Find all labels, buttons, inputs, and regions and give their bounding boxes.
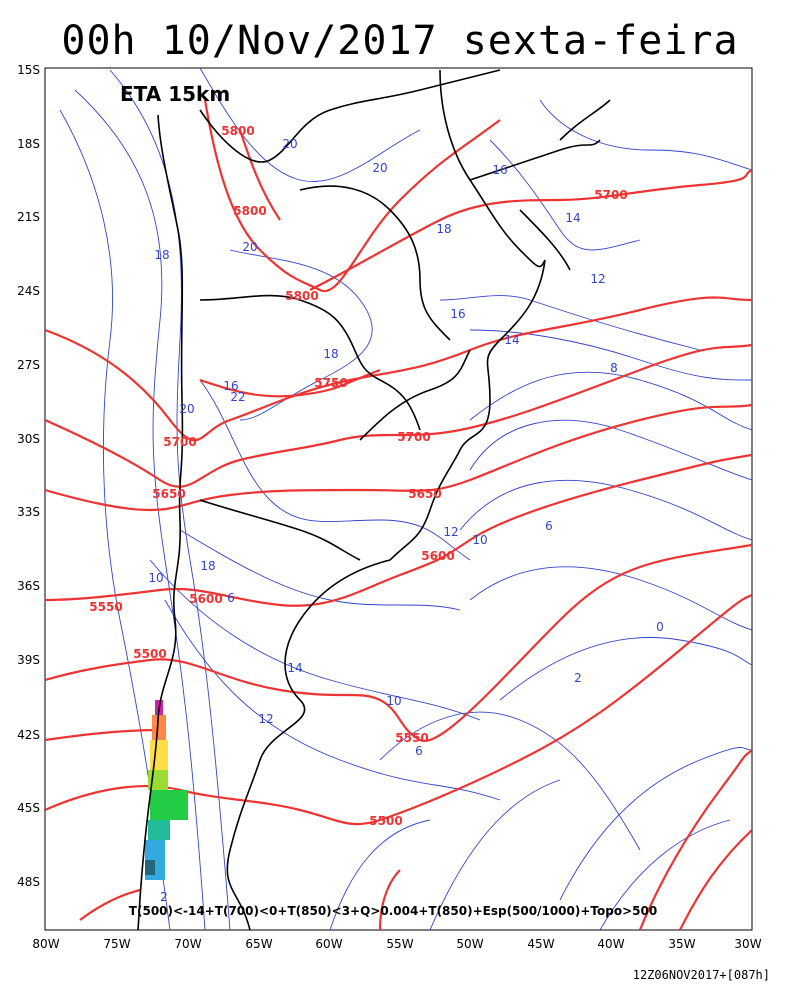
run-timestamp: 12Z06NOV2017+[087h] bbox=[632, 968, 770, 982]
temp-label: 16 bbox=[223, 379, 238, 393]
thickness-label: 5750 bbox=[314, 376, 347, 390]
temp-label: 18 bbox=[436, 222, 451, 236]
lon-label: 30W bbox=[734, 937, 761, 951]
temp-label: 14 bbox=[565, 211, 580, 225]
temp-label: 20 bbox=[372, 161, 387, 175]
thickness-labels: 5800 5800 5800 5700 5750 5700 5700 5650 … bbox=[89, 124, 627, 828]
lon-label: 50W bbox=[456, 937, 483, 951]
temp-label: 14 bbox=[287, 661, 302, 675]
temp-label: 20 bbox=[282, 137, 297, 151]
thickness-label: 5800 bbox=[221, 124, 254, 138]
thickness-label: 5500 bbox=[133, 647, 166, 661]
temp-label: 6 bbox=[415, 744, 423, 758]
thickness-label: 5550 bbox=[89, 600, 122, 614]
lon-label: 55W bbox=[386, 937, 413, 951]
lon-label: 70W bbox=[174, 937, 201, 951]
lon-label: 40W bbox=[597, 937, 624, 951]
lat-label: 18S bbox=[17, 137, 40, 151]
lat-label: 33S bbox=[17, 505, 40, 519]
thickness-label: 5650 bbox=[152, 487, 185, 501]
thickness-label: 5800 bbox=[285, 289, 318, 303]
temp-label: 22 bbox=[230, 390, 245, 404]
longitude-axis: 80W 75W 70W 65W 60W 55W 50W 45W 40W 35W … bbox=[32, 937, 761, 951]
map-title: 00h 10/Nov/2017 sexta-feira bbox=[61, 18, 739, 64]
temperature-isotherms bbox=[59, 68, 752, 930]
thickness-label: 5700 bbox=[163, 435, 196, 449]
temp-label: 10 bbox=[386, 694, 401, 708]
lon-label: 80W bbox=[32, 937, 59, 951]
temp-label: 2 bbox=[574, 671, 582, 685]
lat-label: 24S bbox=[17, 284, 40, 298]
lon-label: 60W bbox=[315, 937, 342, 951]
thickness-label: 5600 bbox=[421, 549, 454, 563]
temp-label: 16 bbox=[450, 307, 465, 321]
thickness-label: 5600 bbox=[189, 592, 222, 606]
thickness-label: 5700 bbox=[594, 188, 627, 202]
temp-label: 16 bbox=[492, 163, 507, 177]
temp-label: 6 bbox=[227, 591, 235, 605]
thickness-label: 5650 bbox=[408, 487, 441, 501]
temp-label: 10 bbox=[148, 571, 163, 585]
temp-label: 14 bbox=[504, 333, 519, 347]
temp-label: 8 bbox=[610, 361, 618, 375]
temp-label: 18 bbox=[323, 347, 338, 361]
lat-label: 15S bbox=[17, 63, 40, 77]
lat-label: 27S bbox=[17, 358, 40, 372]
latitude-axis: 15S 18S 21S 24S 27S 30S 33S 36S 39S 42S … bbox=[17, 63, 40, 889]
lon-label: 75W bbox=[103, 937, 130, 951]
thickness-label: 5700 bbox=[397, 430, 430, 444]
temp-label: 0 bbox=[656, 620, 664, 634]
temp-label: 10 bbox=[472, 533, 487, 547]
lon-label: 65W bbox=[245, 937, 272, 951]
temp-label: 12 bbox=[590, 272, 605, 286]
lon-label: 35W bbox=[668, 937, 695, 951]
temp-label: 2 bbox=[160, 890, 168, 904]
lat-label: 42S bbox=[17, 728, 40, 742]
temp-label: 20 bbox=[242, 240, 257, 254]
thickness-label: 5500 bbox=[369, 814, 402, 828]
temp-label: 18 bbox=[154, 248, 169, 262]
thickness-label: 5800 bbox=[233, 204, 266, 218]
temp-label: 12 bbox=[258, 712, 273, 726]
legend-formula: T(500)<-14+T(700)<0+T(850)<3+Q>0.004+T(8… bbox=[129, 904, 657, 918]
temperature-labels: 20 20 16 14 12 18 18 20 22 20 18 16 14 1… bbox=[148, 137, 663, 904]
temp-label: 18 bbox=[200, 559, 215, 573]
temp-label: 6 bbox=[545, 519, 553, 533]
temp-label: 12 bbox=[443, 525, 458, 539]
lat-label: 21S bbox=[17, 210, 40, 224]
thickness-label: 5550 bbox=[395, 731, 428, 745]
thickness-contours bbox=[45, 99, 752, 930]
lat-label: 36S bbox=[17, 579, 40, 593]
temp-label: 20 bbox=[179, 402, 194, 416]
model-label: ETA 15km bbox=[120, 82, 230, 106]
coastline-borders bbox=[137, 69, 611, 930]
lat-label: 48S bbox=[17, 875, 40, 889]
lon-label: 45W bbox=[527, 937, 554, 951]
lat-label: 39S bbox=[17, 653, 40, 667]
lat-label: 30S bbox=[17, 432, 40, 446]
lat-label: 45S bbox=[17, 801, 40, 815]
